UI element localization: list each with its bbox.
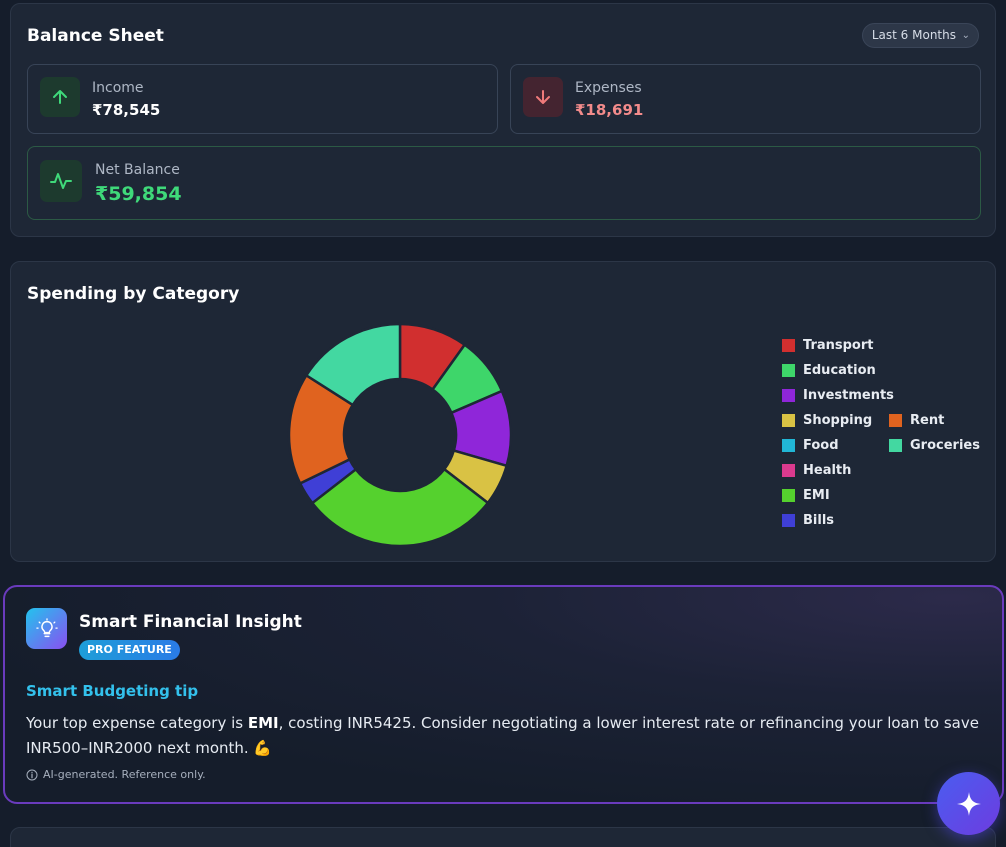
legend-item-education[interactable]: Education	[782, 363, 876, 378]
period-label: Last 6 Months	[871, 28, 956, 42]
legend-swatch	[782, 389, 795, 402]
legend-label: Rent	[910, 413, 945, 428]
legend-label: Bills	[803, 513, 835, 528]
expenses-value: ₹18,691	[575, 101, 644, 119]
spending-title: Spending by Category	[27, 284, 240, 304]
tip-body-suffix: , costing INR5425. Consider negotiating …	[26, 714, 979, 757]
legend-label: Food	[803, 438, 839, 453]
legend-item-transport[interactable]: Transport	[782, 338, 873, 353]
net-balance-label: Net Balance	[95, 162, 180, 178]
legend-item-health[interactable]: Health	[782, 463, 851, 478]
balance-sheet-card: Balance Sheet Last 6 Months ⌄ Income ₹78…	[10, 3, 996, 237]
sparkle-icon	[956, 791, 981, 816]
legend-swatch	[782, 489, 795, 502]
legend-swatch	[782, 464, 795, 477]
legend-swatch	[782, 414, 795, 427]
info-icon	[26, 769, 38, 780]
pro-feature-badge: PRO FEATURE	[79, 640, 180, 660]
tip-body-highlight: EMI	[247, 714, 279, 732]
period-dropdown[interactable]: Last 6 Months ⌄	[861, 23, 979, 48]
legend-item-bills[interactable]: Bills	[782, 513, 834, 528]
expenses-label: Expenses	[575, 80, 642, 96]
arrow-down-icon	[523, 77, 563, 117]
ai-note-text: AI-generated. Reference only.	[43, 768, 206, 781]
donut-slice-groceries[interactable]	[304, 322, 402, 407]
legend-label: Health	[803, 463, 852, 478]
arrow-up-icon	[40, 77, 80, 117]
expenses-stat: Expenses ₹18,691	[510, 64, 981, 134]
chevron-down-icon: ⌄	[961, 30, 970, 41]
tip-body-prefix: Your top expense category is	[26, 714, 248, 732]
balance-sheet-title: Balance Sheet	[27, 26, 164, 46]
insight-title: Smart Financial Insight	[79, 612, 302, 632]
legend-item-rent[interactable]: Rent	[889, 413, 944, 428]
legend-swatch	[889, 439, 902, 452]
legend-item-shopping[interactable]: Shopping	[782, 413, 872, 428]
activity-icon	[40, 160, 82, 202]
income-value: ₹78,545	[92, 101, 161, 119]
net-balance-stat: Net Balance ₹59,854	[27, 146, 981, 220]
legend-item-food[interactable]: Food	[782, 438, 839, 453]
legend-item-groceries[interactable]: Groceries	[889, 438, 980, 453]
legend-label: Shopping	[803, 413, 873, 428]
lightbulb-icon	[26, 608, 67, 649]
legend-label: EMI	[803, 488, 830, 503]
donut-slice-emi[interactable]	[310, 467, 490, 548]
legend-swatch	[782, 364, 795, 377]
legend-swatch	[782, 514, 795, 527]
legend-item-emi[interactable]: EMI	[782, 488, 830, 503]
spending-card: Spending by Category Transport Education I…	[10, 261, 996, 562]
legend-swatch	[782, 339, 795, 352]
income-stat: Income ₹78,545	[27, 64, 498, 134]
spending-donut-chart	[287, 322, 513, 548]
legend-swatch	[889, 414, 902, 427]
tip-body: Your top expense category is EMI, costin…	[26, 711, 986, 761]
net-balance-value: ₹59,854	[95, 183, 182, 205]
ai-assistant-button[interactable]	[937, 772, 1000, 835]
legend-label: Groceries	[910, 438, 980, 453]
legend-item-investments[interactable]: Investments	[782, 388, 894, 403]
tip-title: Smart Budgeting tip	[26, 682, 199, 700]
legend-swatch	[782, 439, 795, 452]
legend-label: Education	[803, 363, 876, 378]
ai-note: AI-generated. Reference only.	[26, 768, 206, 781]
legend-label: Investments	[803, 388, 894, 403]
legend-label: Transport	[803, 338, 874, 353]
next-card	[10, 827, 996, 847]
income-label: Income	[92, 80, 144, 96]
insight-card: Smart Financial Insight PRO FEATURE Smar…	[3, 585, 1004, 804]
